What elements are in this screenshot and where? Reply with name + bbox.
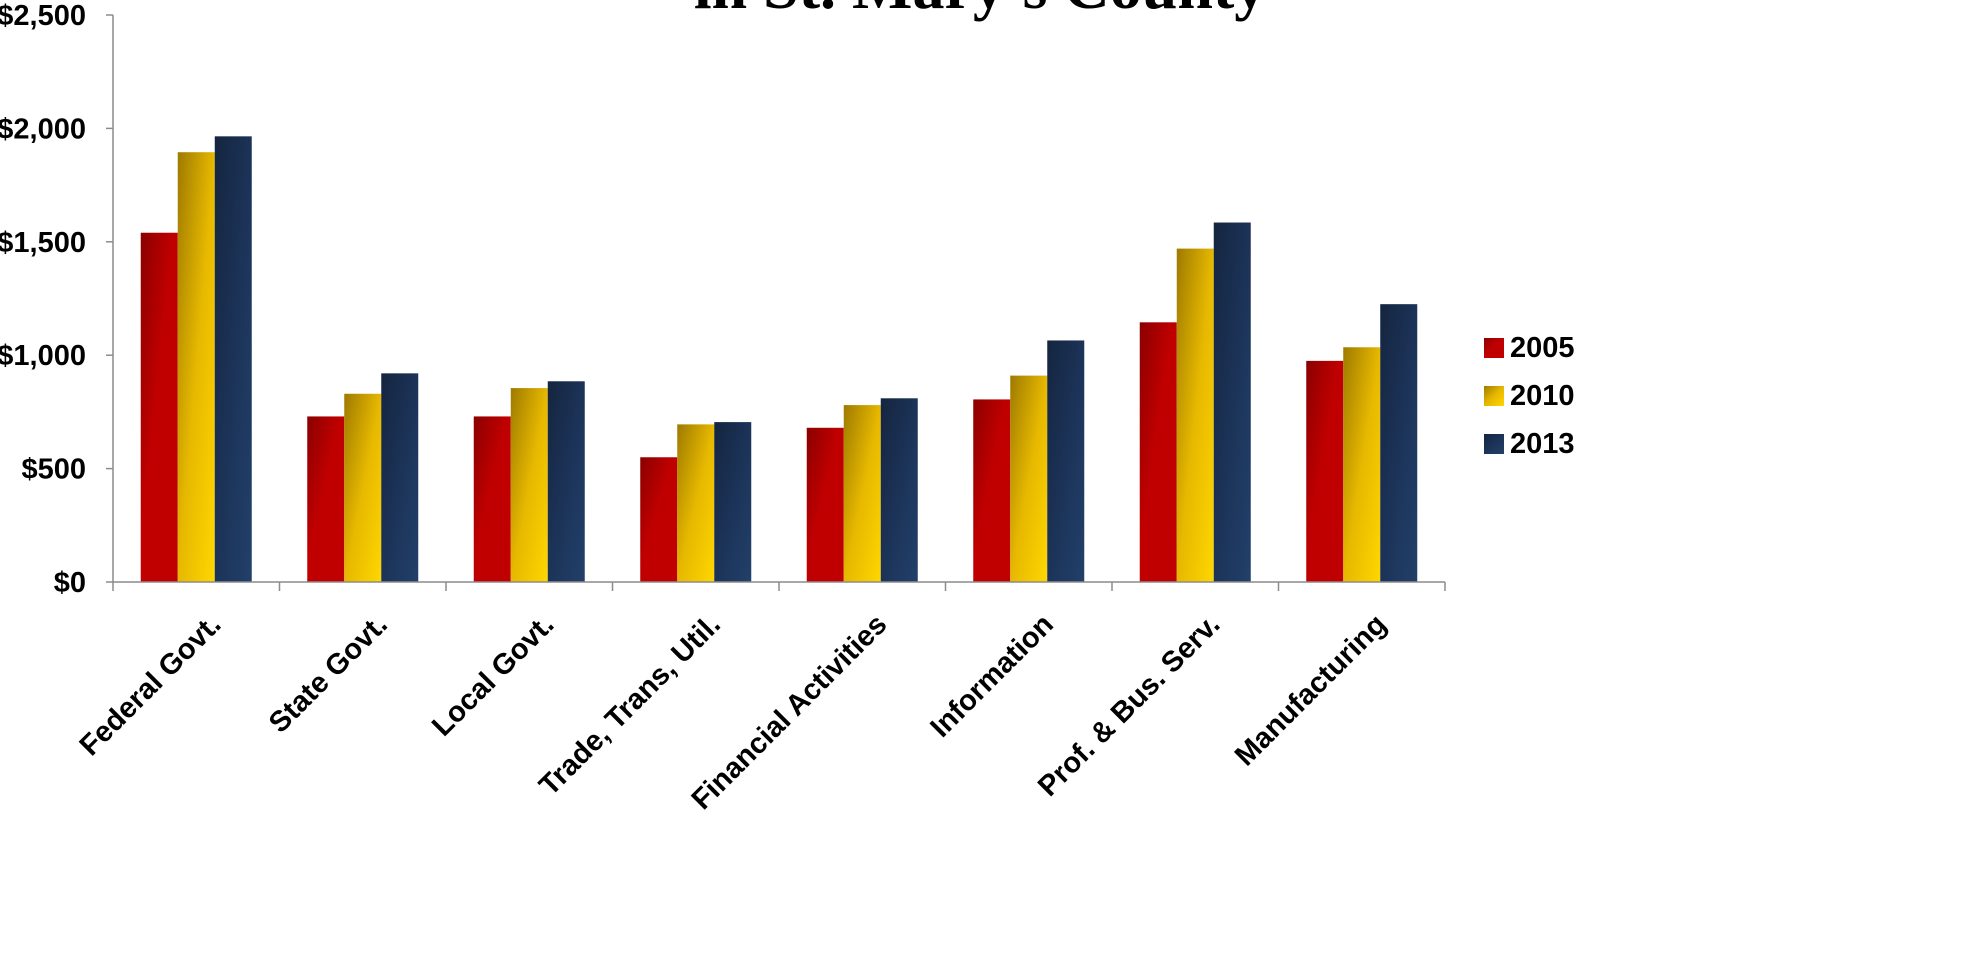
bar-2005-6 (973, 399, 1011, 582)
x-category-label: Manufacturing (1229, 608, 1393, 772)
bar-2013-1 (214, 136, 252, 582)
bar-2010-8 (1343, 347, 1381, 582)
bar-2013-3 (547, 381, 585, 582)
bar-2005-8 (1306, 360, 1344, 582)
x-category-label: Prof. & Bus. Serv. (1032, 608, 1226, 802)
y-tick-label: $2,000 (0, 113, 86, 145)
x-category-label: Federal Govt. (74, 608, 228, 762)
bar-2005-4 (640, 457, 678, 582)
bar-2010-3 (510, 388, 548, 582)
bar-2010-6 (1010, 375, 1048, 582)
y-tick-label: $1,500 (0, 227, 86, 259)
x-category-label: Local Govt. (426, 608, 560, 742)
bar-2010-5 (843, 405, 881, 582)
legend-label-2005: 2005 (1510, 332, 1575, 364)
y-tick-label: $500 (21, 454, 86, 486)
bar-2010-4 (677, 424, 715, 582)
x-category-label: State Govt. (263, 608, 394, 739)
legend-swatch-2010 (1484, 386, 1504, 406)
bar-2013-8 (1380, 304, 1418, 582)
bar-2005-2 (307, 416, 345, 582)
bar-2013-6 (1047, 340, 1085, 582)
bar-2013-7 (1213, 222, 1251, 582)
bar-2005-7 (1139, 322, 1177, 582)
y-tick-label: $0 (54, 567, 86, 599)
bar-2005-5 (806, 427, 844, 582)
bar-2013-5 (880, 398, 918, 582)
bar-2010-2 (344, 393, 382, 582)
bar-2013-2 (381, 373, 419, 582)
bar-2010-1 (177, 152, 215, 583)
x-category-label: Information (924, 608, 1059, 743)
legend-swatch-2013 (1484, 434, 1504, 454)
legend-label-2010: 2010 (1510, 380, 1575, 412)
bar-2013-4 (714, 422, 752, 582)
legend: 2005 2010 2013 (1484, 332, 1575, 460)
legend-label-2013: 2013 (1510, 428, 1575, 460)
bar-2005-3 (473, 416, 511, 582)
legend-swatch-2005 (1484, 338, 1504, 358)
bars-layer (140, 136, 1418, 583)
y-tick-label: $1,000 (0, 340, 86, 372)
bar-2005-1 (140, 232, 178, 582)
bar-2010-7 (1176, 248, 1214, 582)
chart-title: in St. Mary's County (694, 0, 1267, 22)
y-tick-label: $2,500 (0, 0, 86, 32)
x-category-label: Trade, Trans, Util. (533, 608, 727, 802)
